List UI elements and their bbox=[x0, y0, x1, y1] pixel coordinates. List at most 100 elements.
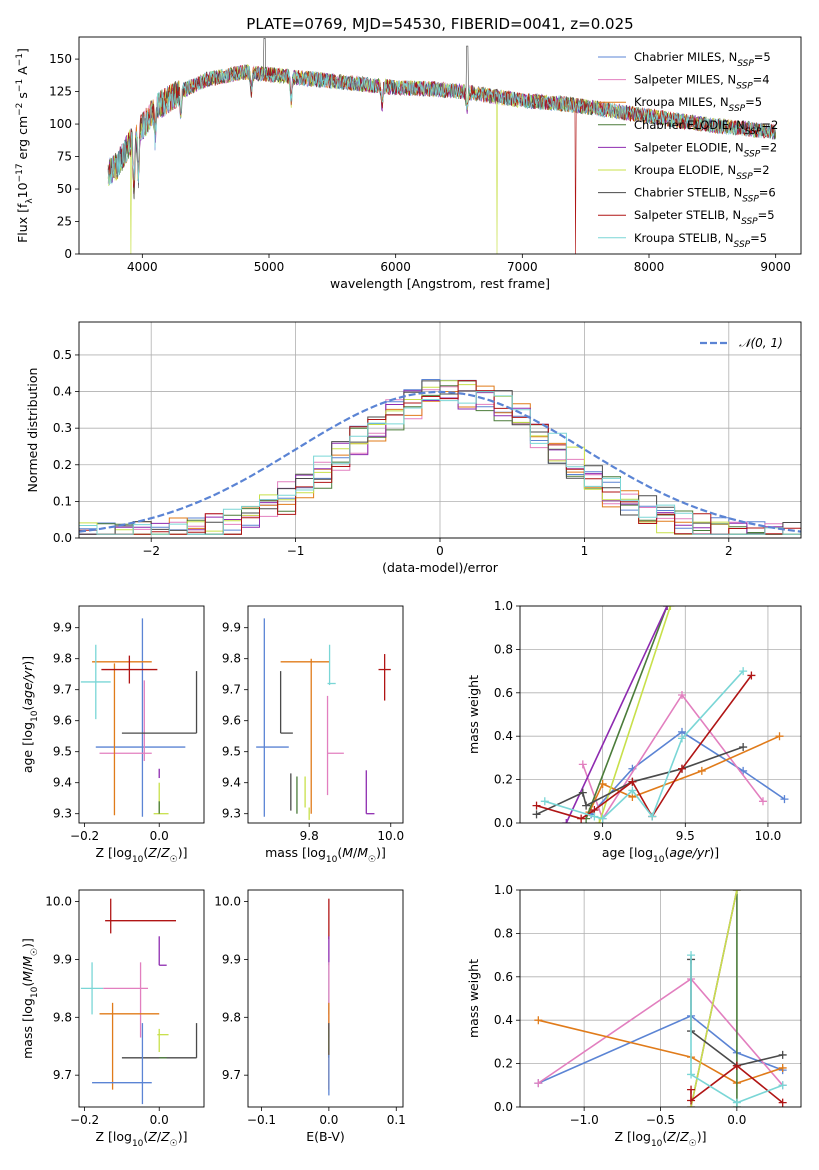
y-tick-label: 9.9 bbox=[53, 952, 72, 966]
label-part: s bbox=[15, 92, 30, 103]
label-part: Salpeter MILES, N bbox=[634, 73, 736, 87]
label-part: SSP bbox=[741, 217, 758, 227]
label-part: age [log bbox=[602, 845, 653, 860]
label-part: ☉ bbox=[30, 948, 40, 956]
y-tick-label: 9.4 bbox=[53, 776, 72, 790]
weight-marker-kroupa_stelib bbox=[598, 814, 607, 823]
figure-title: PLATE=0769, MJD=54530, FIBERID=0041, z=0… bbox=[246, 15, 633, 33]
y-tick-label: 9.3 bbox=[222, 807, 241, 821]
weight-marker-salpeter_stelib bbox=[778, 1098, 787, 1107]
weight-marker-salpeter_stelib bbox=[577, 814, 586, 823]
weight-marker-chabrier_stelib bbox=[578, 788, 587, 797]
y-tick-label: 9.9 bbox=[222, 952, 241, 966]
x-tick-label: 9.8 bbox=[300, 829, 319, 843]
label-part: mass [log bbox=[20, 998, 35, 1059]
weight-marker-salpeter_stelib bbox=[687, 1085, 696, 1094]
weight-marker-kroupa_stelib bbox=[628, 786, 637, 795]
label-part: )] bbox=[178, 1129, 188, 1144]
x-axis-label: Z [log10(Z/Z☉)] bbox=[95, 1129, 187, 1149]
panel-weight_vs_z: −1.0 −0.5 0.00.00.20.40.60.81.0Z [log10(Z/… bbox=[466, 883, 802, 1149]
weight-line-salpeter_miles bbox=[582, 693, 764, 821]
panel-residuals: −2 −1 0 1 2 0.0 0.1 0.2 0.3 0.4 0.5 (data-model)/er… bbox=[25, 321, 802, 575]
x-tick-label: 6000 bbox=[380, 260, 411, 274]
label-part: mass [log bbox=[265, 845, 326, 860]
axes-frame bbox=[78, 889, 205, 1108]
label-part: SSP bbox=[744, 149, 761, 159]
y-tick-label: 0.1 bbox=[53, 494, 72, 508]
label-part: ( bbox=[337, 845, 342, 860]
legend-label-salpeter_stelib: Salpeter STELIB, NSSP=5 bbox=[634, 208, 775, 227]
x-tick-label: 10.0 bbox=[377, 829, 404, 843]
label-part: age [log bbox=[20, 722, 35, 773]
x-tick-label: 0 bbox=[436, 544, 444, 558]
x-tick-label: −1 bbox=[287, 544, 305, 558]
weight-marker-kroupa_stelib bbox=[687, 951, 696, 960]
label-part: Z bbox=[679, 1129, 689, 1144]
label-part: Z bbox=[147, 845, 157, 860]
label-part: M bbox=[20, 971, 35, 982]
axes-frame bbox=[519, 889, 802, 1108]
x-tick-label: 1 bbox=[581, 544, 589, 558]
plot-area bbox=[79, 379, 801, 538]
weight-marker-kroupa_stelib bbox=[687, 1070, 696, 1079]
label-part: −1 bbox=[15, 53, 25, 66]
y-tick-label: 9.7 bbox=[53, 1068, 72, 1082]
weight-marker-chabrier_stelib bbox=[582, 801, 591, 810]
y-tick-label: 0.0 bbox=[53, 531, 72, 545]
label-part: =2 bbox=[753, 163, 770, 177]
y-tick-label: 9.6 bbox=[222, 714, 241, 728]
label-part: Z bbox=[147, 1129, 157, 1144]
weight-marker-salpeter_stelib bbox=[532, 801, 541, 810]
label-part: 10 bbox=[132, 1139, 144, 1149]
x-axis-label: mass [log10(M/M☉)] bbox=[265, 845, 386, 865]
y-axis-label: mass weight bbox=[466, 675, 481, 754]
weight-line-kroupa_stelib bbox=[690, 955, 783, 1104]
x-tick-label: 8000 bbox=[634, 260, 665, 274]
weight-marker-chabrier_stelib bbox=[532, 810, 541, 819]
x-axis-label: wavelength [Angstrom, rest frame] bbox=[330, 276, 550, 291]
weight-line-kroupa_elodie bbox=[598, 606, 672, 823]
label-part: 10 bbox=[30, 710, 40, 722]
label-part: )] bbox=[376, 845, 386, 860]
label-part: SSP bbox=[729, 104, 746, 114]
label-part: ☉ bbox=[170, 855, 178, 865]
x-tick-label: −1.0 bbox=[570, 1113, 599, 1127]
y-tick-label: 1.0 bbox=[494, 599, 513, 613]
y-tick-label: 9.7 bbox=[222, 683, 241, 697]
label-part: / bbox=[353, 845, 358, 860]
label-part: mass weight bbox=[466, 675, 481, 754]
label-part: / bbox=[157, 1129, 162, 1144]
label-part: Chabrier STELIB, N bbox=[634, 186, 742, 200]
y-tick-label: 75 bbox=[57, 150, 72, 164]
weight-line-salpeter_elodie bbox=[565, 606, 668, 823]
label-part: λ bbox=[25, 198, 35, 204]
x-axis-label: Z [log10(Z/Z☉)] bbox=[614, 1129, 706, 1149]
x-tick-label: 0.1 bbox=[387, 1113, 406, 1127]
weight-line-kroupa_miles bbox=[588, 735, 780, 813]
y-tick-label: 0.2 bbox=[494, 1057, 513, 1071]
x-tick-label: −0.5 bbox=[646, 1113, 675, 1127]
y-axis-label: age [log10(age/yr)] bbox=[20, 656, 40, 773]
label-part: Kroupa MILES, N bbox=[634, 95, 729, 109]
label-part: Z bbox=[666, 1129, 676, 1144]
legend-label-kroupa_miles: Kroupa MILES, NSSP=5 bbox=[634, 95, 762, 114]
label-part: A bbox=[15, 66, 30, 79]
y-tick-label: 0.0 bbox=[494, 816, 513, 830]
label-part: age/yr bbox=[20, 665, 35, 706]
weight-marker-chabrier_stelib bbox=[778, 1050, 787, 1059]
label-part: ( bbox=[664, 845, 669, 860]
y-tick-label: 9.7 bbox=[222, 1068, 241, 1082]
y-tick-label: 9.9 bbox=[222, 621, 241, 635]
weight-marker-kroupa_miles bbox=[534, 1016, 543, 1025]
label-part: M bbox=[342, 845, 353, 860]
x-tick-label: 9.5 bbox=[676, 829, 695, 843]
gaussian-curve bbox=[79, 390, 801, 533]
weight-marker-salpeter_stelib bbox=[687, 1096, 696, 1105]
label-part: wavelength [Angstrom, rest frame] bbox=[330, 276, 550, 291]
label-part: )] bbox=[697, 1129, 707, 1144]
legend-label-chabrier_stelib: Chabrier STELIB, NSSP=6 bbox=[634, 186, 776, 205]
weight-marker-kroupa_stelib bbox=[540, 797, 549, 806]
weight-line-chabrier_elodie bbox=[585, 606, 668, 819]
y-tick-label: 25 bbox=[57, 215, 72, 229]
weight-marker-kroupa_stelib bbox=[590, 812, 599, 821]
